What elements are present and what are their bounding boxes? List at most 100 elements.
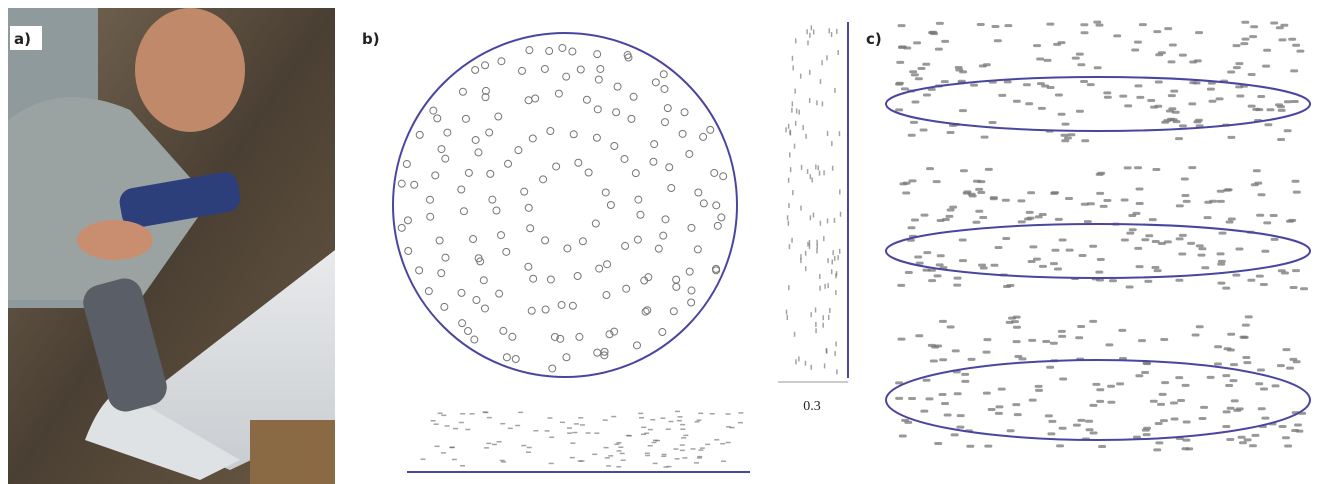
point [1046,365,1055,369]
point [1247,278,1256,282]
point [603,260,612,269]
point [936,254,945,258]
point [1135,265,1144,269]
point [611,415,617,418]
point [472,296,481,305]
point [569,456,575,459]
point [582,95,591,104]
point [1283,100,1292,104]
point [606,465,612,467]
point [929,359,938,363]
point [573,423,579,425]
point [787,177,790,183]
point [644,452,650,455]
point [710,168,719,177]
point [913,41,922,45]
point [1232,44,1241,48]
point [494,112,503,121]
point [1278,424,1287,428]
point [1081,139,1090,143]
point [1134,246,1143,250]
point [819,273,821,279]
point [557,300,566,309]
point [826,55,828,61]
point [665,163,674,172]
point [556,334,565,343]
point [1158,392,1167,396]
point [1141,238,1150,242]
point [714,439,720,441]
point [1089,431,1098,435]
point [474,254,483,263]
point [486,442,492,445]
point [826,218,829,224]
point [1034,215,1043,219]
point [660,84,669,93]
point [679,449,685,452]
point [809,215,812,221]
point [1241,323,1250,327]
point [979,215,988,219]
point [554,89,563,98]
point [737,421,743,424]
point [818,170,821,176]
point [1155,53,1164,57]
point [1270,21,1279,25]
point [705,443,711,446]
point [726,426,732,428]
point [1003,285,1012,289]
point [1093,20,1102,24]
point [1054,217,1063,221]
point [785,127,787,133]
point [518,411,524,414]
point [956,425,965,429]
point [1278,38,1287,42]
point [541,305,550,314]
point [1035,388,1044,392]
point [1181,383,1190,387]
point [819,285,821,291]
point [693,245,702,254]
point [1225,220,1234,224]
point [526,446,532,449]
point [980,135,989,139]
point [987,407,996,411]
point [1195,325,1204,329]
point [460,465,466,467]
point [1175,278,1184,282]
point [501,461,507,463]
point [1241,37,1250,41]
point [789,129,791,135]
point [1132,435,1141,439]
point [502,247,511,256]
point [1133,40,1142,44]
point [935,263,944,267]
point [435,236,444,245]
point [461,114,470,123]
point [1116,382,1125,386]
point [725,441,731,444]
point [1156,402,1165,406]
point [660,417,666,419]
point [914,77,923,81]
point [946,208,955,212]
point [1061,139,1070,143]
point [938,319,947,323]
point [807,40,809,46]
point [1291,269,1300,273]
point [659,70,668,79]
point [946,325,955,329]
panel-label: b) [362,30,380,48]
point [1155,441,1164,445]
point [837,50,839,56]
point [791,101,794,107]
point [397,179,406,188]
point [1044,414,1053,418]
point [572,431,578,434]
point [679,444,685,446]
point [815,328,817,334]
point [975,187,984,191]
point [836,369,838,375]
point [1247,72,1256,76]
point [1257,95,1266,99]
